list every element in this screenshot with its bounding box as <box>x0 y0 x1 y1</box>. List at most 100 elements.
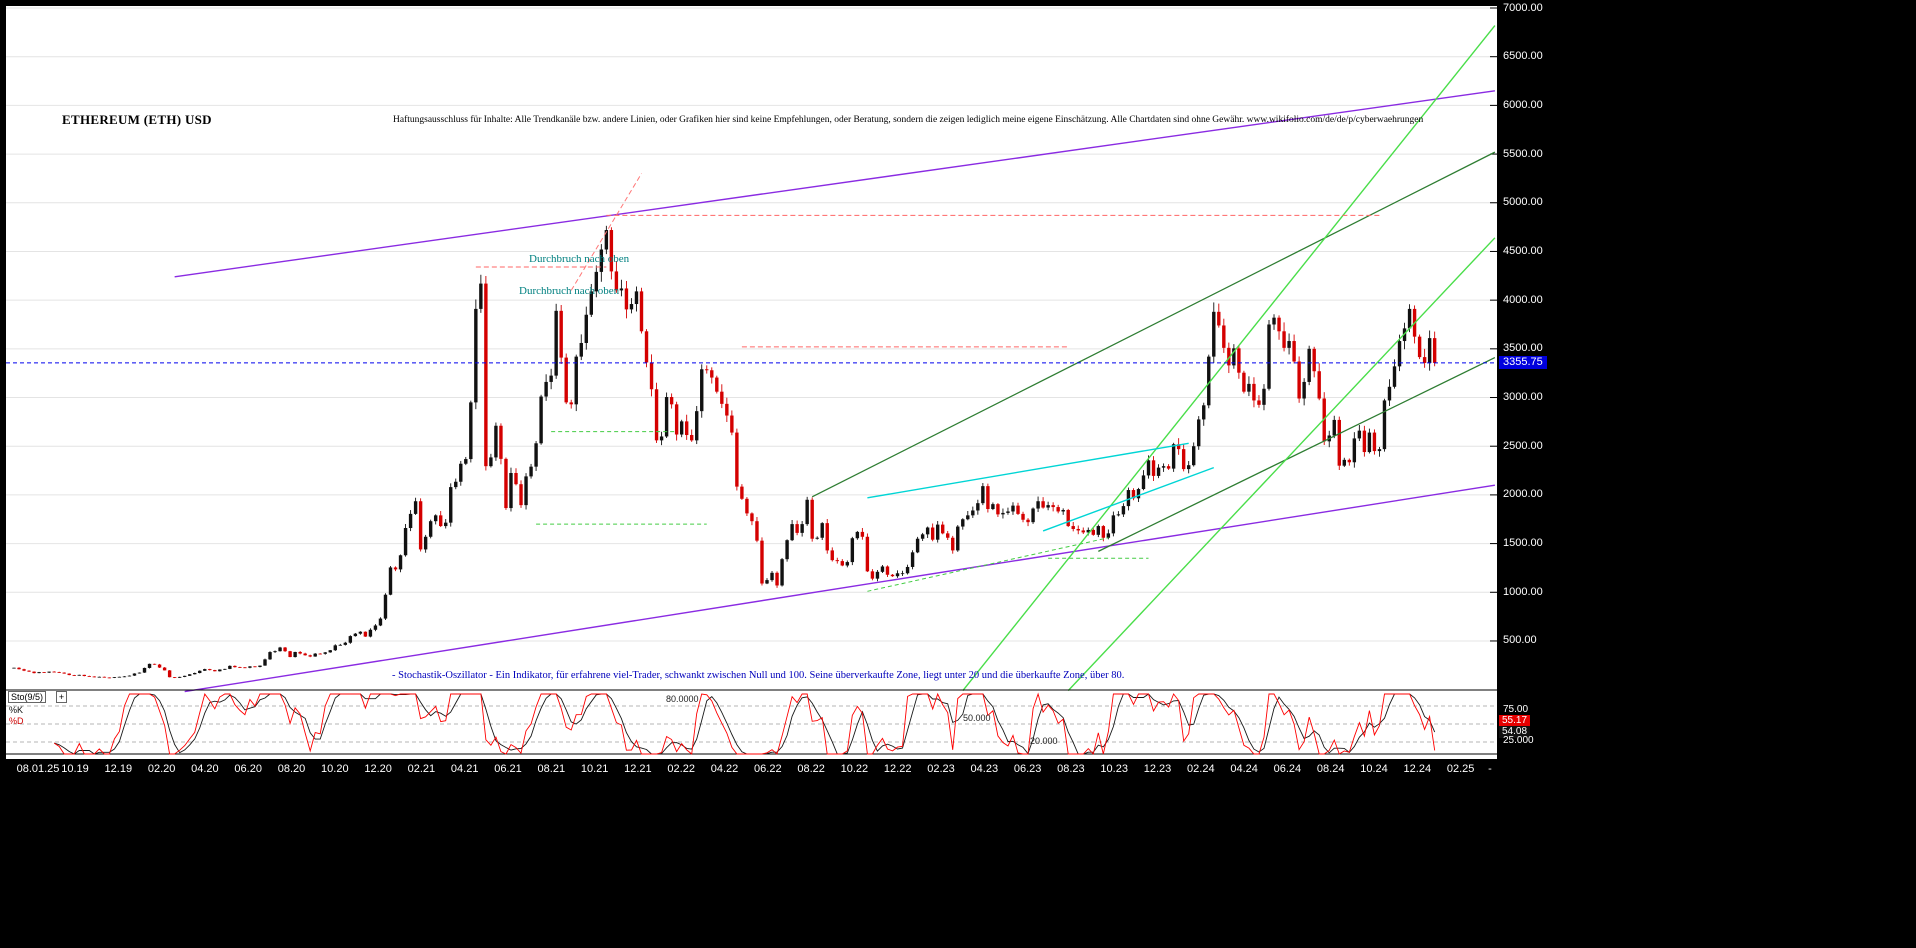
candle-body <box>233 665 237 668</box>
candle-body <box>403 528 408 556</box>
candle-body <box>444 522 448 527</box>
date-label: 12.22 <box>883 763 912 775</box>
candle-body <box>996 504 1000 515</box>
candle-body <box>22 669 26 671</box>
candle-body <box>880 566 885 572</box>
annotation-breakout-lower: Durchbruch nach oben <box>519 285 620 297</box>
price-tick-label: 6500.00 <box>1503 50 1543 63</box>
candle-body <box>865 536 870 572</box>
date-label: 06.20 <box>234 763 262 775</box>
candle-body <box>303 653 307 656</box>
candle-body <box>554 310 558 376</box>
candle-body <box>1247 383 1251 392</box>
candle-body <box>1287 341 1291 348</box>
trendline-cyan-lower <box>1042 466 1215 532</box>
candle-body <box>1166 466 1171 469</box>
candle-body <box>373 625 378 630</box>
candle-body <box>925 527 930 535</box>
price-tick-label: 3000.00 <box>1503 391 1543 404</box>
trendline-red-trend-diagonal <box>570 173 642 291</box>
candle-body <box>1252 383 1256 401</box>
candle-body <box>67 673 71 676</box>
candle-body <box>1272 317 1276 325</box>
candle-body <box>1237 348 1241 373</box>
date-label: 04.22 <box>710 763 739 775</box>
candle-body <box>1382 400 1387 450</box>
trendline-dark-green-upper <box>811 151 1496 498</box>
candle-body <box>624 288 629 310</box>
candle-body <box>695 411 699 441</box>
oscillator-level-80-label: 80.0000 <box>666 694 699 704</box>
candle-body <box>428 521 433 537</box>
candle-body <box>1222 325 1226 348</box>
candle-body <box>499 425 503 459</box>
candle-body <box>393 567 398 570</box>
stochastic-settings-label[interactable]: Sto(9/5) <box>8 691 47 703</box>
candle-body <box>193 673 197 675</box>
candle-body <box>1392 366 1397 387</box>
candle-body <box>649 362 654 390</box>
candle-body <box>905 566 910 574</box>
candle-body <box>439 515 443 527</box>
candle-body <box>82 674 86 677</box>
date-label: 08.24 <box>1316 763 1345 775</box>
candle-body <box>408 513 413 529</box>
candle-body <box>976 503 980 511</box>
candle-body <box>459 463 463 482</box>
candle-body <box>218 669 222 672</box>
date-label: 10.22 <box>840 763 869 775</box>
candle-body <box>388 567 393 595</box>
candle-body <box>810 499 814 539</box>
candle-body <box>479 283 483 309</box>
current-price-badge: 3355.75 <box>1499 355 1547 369</box>
candle-body <box>1292 341 1296 362</box>
candle-body <box>1332 419 1336 436</box>
candle-body <box>418 501 423 550</box>
price-tick-label: 4500.00 <box>1503 244 1543 257</box>
candle-body <box>17 667 21 670</box>
candle-body <box>278 647 282 652</box>
candle-body <box>941 524 945 534</box>
candle-body <box>619 288 624 291</box>
candle-body <box>293 651 297 658</box>
candle-body <box>177 676 182 678</box>
date-label: 08.01.25 <box>16 763 60 775</box>
candle-body <box>1427 338 1432 363</box>
candle-body <box>132 673 137 676</box>
date-label: 10.20 <box>321 763 349 775</box>
candle-body <box>529 466 533 477</box>
candle-body <box>413 501 418 514</box>
candle-body <box>614 271 619 291</box>
candle-body <box>644 331 649 363</box>
price-chart-svg[interactable] <box>6 6 1497 759</box>
candle-body <box>248 666 252 668</box>
date-label: 10.21 <box>580 763 609 775</box>
candle-body <box>946 533 950 538</box>
candle-body <box>1126 490 1131 507</box>
stochastic-expand-button[interactable]: + <box>56 691 67 703</box>
candle-body <box>609 230 614 272</box>
candle-body <box>1347 459 1352 463</box>
candle-body <box>1136 489 1141 499</box>
date-label: 02.24 <box>1187 763 1215 775</box>
candle-body <box>423 536 428 550</box>
candle-body <box>1061 509 1065 512</box>
candle-body <box>1131 490 1136 499</box>
date-label: 08.20 <box>277 763 306 775</box>
candle-body <box>775 572 779 586</box>
price-tick-label: 5500.00 <box>1503 147 1543 160</box>
candle-body <box>920 534 925 539</box>
trendlines <box>174 25 1496 693</box>
candle-body <box>172 677 177 678</box>
candle-body <box>800 524 804 533</box>
candle-body <box>1186 465 1191 470</box>
candle-body <box>1317 371 1321 399</box>
candle-body <box>519 484 523 506</box>
candle-body <box>1422 357 1427 363</box>
candle-body <box>198 670 202 674</box>
candle-body <box>539 396 543 444</box>
candle-body <box>1362 430 1367 453</box>
candle-body <box>102 676 107 678</box>
candle-body <box>1051 505 1055 508</box>
time-axis: 08.01.25 10.19 12.19 02.20 04.20 06.20 08.20 10… <box>0 759 1916 948</box>
